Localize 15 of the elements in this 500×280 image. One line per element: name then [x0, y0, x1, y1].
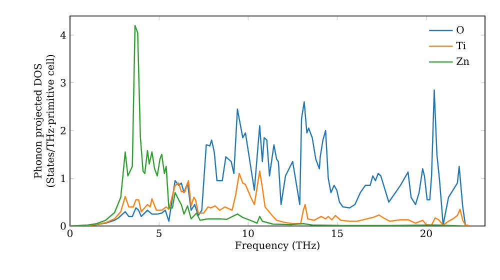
y-tick-label: 0 [60, 222, 66, 230]
y-tick-label: 1 [61, 174, 65, 182]
legend-label: O [456, 26, 464, 34]
x-tick-label: 10 [242, 230, 254, 238]
x-axis-title: Frequency (THz) [235, 241, 320, 252]
legend-label: Ti [456, 42, 466, 50]
x-tick-label: 15 [332, 230, 343, 238]
legend-label: Zn [456, 58, 470, 65]
y-tick-label: 3 [60, 79, 66, 87]
x-tick-label: 5 [156, 230, 162, 237]
x-tick-label: 20 [420, 230, 432, 238]
y-tick-label: 2 [60, 126, 66, 134]
y-tick-label: 4 [60, 31, 66, 39]
x-tick-label: 0 [67, 230, 73, 238]
y-axis-title: Phonon projected DOS (States/THz·primitive cell) [34, 55, 56, 187]
